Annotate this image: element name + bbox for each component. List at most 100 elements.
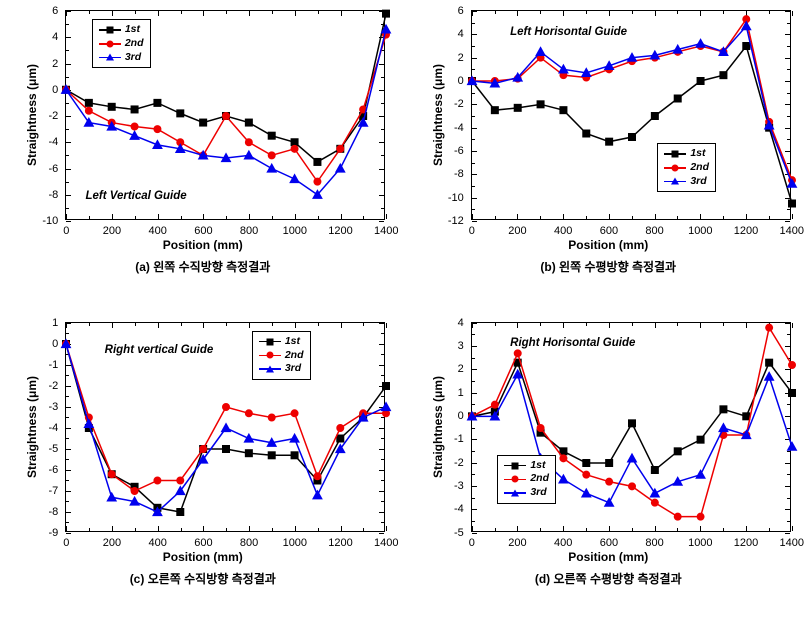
y-axis-label: Straightness (μm) <box>25 375 39 477</box>
y-tick: 1 <box>458 387 464 399</box>
plot-area: Straightness (μm)02004006008001000120014… <box>65 322 385 532</box>
x-tick: 0 <box>63 225 69 237</box>
x-tick: 200 <box>508 537 526 549</box>
y-tick: 2 <box>458 52 464 64</box>
y-tick: -2 <box>48 380 58 392</box>
chart-caption: (d) 오른쪽 수평방향 측정결과 <box>535 570 682 587</box>
y-axis-label: Straightness (μm) <box>431 375 445 477</box>
y-tick: -8 <box>454 168 464 180</box>
x-tick: 1000 <box>688 225 712 237</box>
chart-caption: (a) 왼쪽 수직방향 측정결과 <box>135 258 270 275</box>
legend-item: 1st <box>99 23 144 37</box>
x-tick: 1200 <box>328 225 352 237</box>
y-tick: -6 <box>454 145 464 157</box>
x-tick: 600 <box>194 537 212 549</box>
y-tick: 6 <box>52 5 58 17</box>
y-axis-label: Straightness (μm) <box>431 64 445 166</box>
y-tick: 4 <box>52 31 58 43</box>
legend-item: 1st <box>504 459 549 473</box>
plot-area: Straightness (μm)02004006008001000120014… <box>65 10 385 220</box>
legend: 1st2nd3rd <box>497 455 556 504</box>
y-tick: -7 <box>48 485 58 497</box>
y-tick: -6 <box>48 163 58 175</box>
y-tick: -8 <box>48 506 58 518</box>
y-tick: -4 <box>48 136 58 148</box>
y-tick: -10 <box>42 215 58 227</box>
legend: 1st2nd3rd <box>252 331 311 380</box>
y-tick: -2 <box>454 457 464 469</box>
y-tick: 0 <box>458 75 464 87</box>
y-tick: -9 <box>48 527 58 539</box>
x-tick: 200 <box>103 225 121 237</box>
legend-item: 2nd <box>664 161 709 175</box>
legend: 1st2nd3rd <box>657 143 716 192</box>
y-tick: -4 <box>48 422 58 434</box>
x-axis-label: Position (mm) <box>568 550 648 564</box>
y-tick: 3 <box>458 340 464 352</box>
y-tick: -1 <box>48 359 58 371</box>
x-tick: 1400 <box>780 537 804 549</box>
y-tick: 2 <box>458 363 464 375</box>
x-tick: 1400 <box>374 537 398 549</box>
x-tick: 200 <box>103 537 121 549</box>
y-tick: 6 <box>458 5 464 17</box>
legend-item: 2nd <box>504 472 549 486</box>
legend-item: 3rd <box>664 175 709 189</box>
y-tick: 0 <box>458 410 464 422</box>
x-tick: 400 <box>554 537 572 549</box>
x-tick: 1400 <box>374 225 398 237</box>
y-tick: 2 <box>52 58 58 70</box>
chart-caption: (b) 왼쪽 수평방향 측정결과 <box>540 258 676 275</box>
x-tick: 400 <box>148 225 166 237</box>
x-tick: 1400 <box>780 225 804 237</box>
legend-item: 3rd <box>259 362 304 376</box>
x-tick: 0 <box>469 537 475 549</box>
x-tick: 0 <box>63 537 69 549</box>
x-tick: 0 <box>469 225 475 237</box>
x-axis-label: Position (mm) <box>163 238 243 252</box>
y-tick: -12 <box>448 215 464 227</box>
legend-item: 1st <box>259 335 304 349</box>
y-tick: 1 <box>52 317 58 329</box>
y-tick: -3 <box>454 480 464 492</box>
x-tick: 1200 <box>734 225 758 237</box>
legend: 1st2nd3rd <box>92 19 151 68</box>
chart-annotation: Left Horisontal Guide <box>510 26 627 38</box>
x-tick: 800 <box>645 225 663 237</box>
legend-item: 2nd <box>259 349 304 363</box>
legend-item: 1st <box>664 147 709 161</box>
chart-c: Straightness (μm) 0 200 400 600 800 1000 1200 14… <box>0 312 406 623</box>
x-tick: 400 <box>554 225 572 237</box>
x-tick: 600 <box>194 225 212 237</box>
chart-annotation: Right vertical Guide <box>105 344 214 356</box>
x-tick: 1000 <box>283 225 307 237</box>
x-tick: 1000 <box>688 537 712 549</box>
x-axis-label: Position (mm) <box>163 550 243 564</box>
y-tick: 0 <box>52 84 58 96</box>
x-tick: 800 <box>240 225 258 237</box>
legend-item: 2nd <box>99 37 144 51</box>
x-tick: 200 <box>508 225 526 237</box>
chart-a: Straightness (μm) 0 200 400 600 800 1000 1200 14… <box>0 0 406 312</box>
x-tick: 1200 <box>328 537 352 549</box>
y-tick: 0 <box>52 338 58 350</box>
y-tick: -3 <box>48 401 58 413</box>
x-tick: 400 <box>148 537 166 549</box>
chart-annotation: Left Vertical Guide <box>85 190 186 202</box>
x-axis-label: Position (mm) <box>568 238 648 252</box>
x-tick: 600 <box>600 537 618 549</box>
y-tick: 4 <box>458 317 464 329</box>
y-tick: -5 <box>454 527 464 539</box>
y-tick: -2 <box>48 110 58 122</box>
chart-caption: (c) 오른쪽 수직방향 측정결과 <box>130 570 276 587</box>
x-tick: 800 <box>240 537 258 549</box>
plot-area: Straightness (μm)02004006008001000120014… <box>471 322 791 532</box>
y-tick: -2 <box>454 98 464 110</box>
x-tick: 1000 <box>283 537 307 549</box>
y-axis-label: Straightness (μm) <box>25 64 39 166</box>
x-tick: 800 <box>645 537 663 549</box>
y-tick: 4 <box>458 28 464 40</box>
chart-d: Straightness (μm)02004006008001000120014… <box>406 312 811 623</box>
y-tick: -8 <box>48 189 58 201</box>
y-tick: -10 <box>448 192 464 204</box>
